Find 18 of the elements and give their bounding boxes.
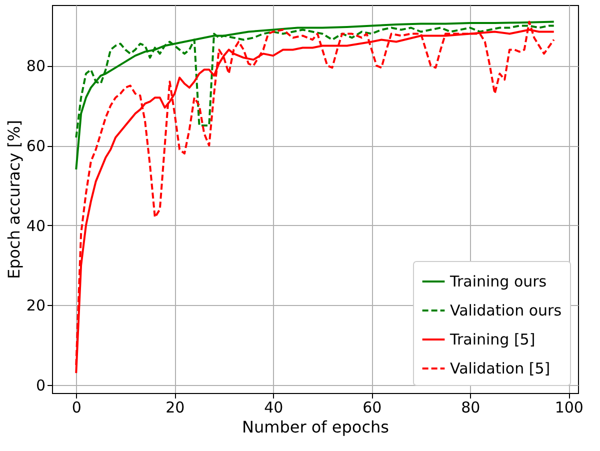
line-series [75, 20, 555, 170]
y-tick-label: 20 [26, 296, 46, 315]
legend-label: Training [5] [449, 330, 536, 348]
y-tick-label: 40 [26, 216, 46, 235]
x-tick-label: 0 [72, 398, 82, 416]
x-tick-label: 40 [264, 398, 284, 416]
x-tick-label: 20 [166, 398, 185, 416]
legend-label: Validation [5] [450, 360, 550, 378]
y-axis-title: Epoch accuracy [%] [4, 120, 24, 280]
x-tick-label: 60 [362, 398, 382, 416]
legend-label: Validation ours [450, 302, 562, 320]
y-tick-label: 0 [36, 376, 46, 395]
x-tick-label: 80 [461, 398, 480, 416]
y-tick-label: 80 [26, 57, 46, 76]
legend-label: Training ours [449, 272, 547, 290]
x-tick-label: 100 [554, 398, 584, 416]
y-tick-label: 60 [26, 137, 46, 156]
x-axis-title: Number of epochs [242, 418, 389, 436]
